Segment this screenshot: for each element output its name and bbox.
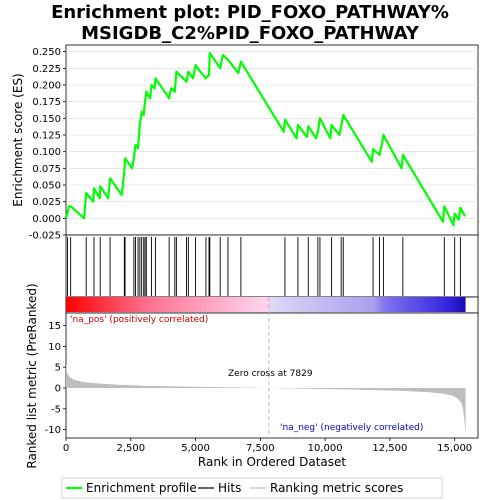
enrichment-profile-line <box>64 51 466 227</box>
metric-x-tick-label: 5,000 <box>181 443 210 454</box>
legend-metric-label: Ranking metric scores <box>270 481 403 495</box>
metric-x-tick-label: 15,000 <box>437 443 472 454</box>
metric-y-tick-label: 15 <box>48 321 61 332</box>
es-plot-frame <box>65 44 479 236</box>
rank-color-band <box>65 296 479 314</box>
metric-plot-frame <box>65 312 479 439</box>
zero-cross-label: Zero cross at 7829 <box>228 369 313 379</box>
metric-x-tick-label: 0 <box>63 443 69 454</box>
es-y-tick-label: 0.150 <box>32 114 61 125</box>
hits-frame <box>65 234 479 298</box>
metric-y-ticks: 15 10 5 0 -5 -10 <box>45 321 66 436</box>
es-y-tick-label: 0.250 <box>32 47 61 58</box>
es-y-tick-label: 0.075 <box>32 164 61 175</box>
hits-panel <box>65 234 479 298</box>
metric-x-tick-label: 2,500 <box>116 443 145 454</box>
metric-x-tick-label: 7,500 <box>246 443 275 454</box>
es-y-axis-label: Enrichment score (ES) <box>11 73 25 206</box>
es-panel: -0.025 0.000 0.025 0.050 0.075 0.100 0.125 0.15… <box>11 44 479 242</box>
metric-y-tick-label: 5 <box>55 363 61 374</box>
band-gradient <box>66 297 466 312</box>
hit-marks <box>67 237 461 296</box>
es-y-tick-label: 0.050 <box>32 181 61 192</box>
metric-x-axis-label: Rank in Ordered Dataset <box>198 455 346 469</box>
metric-y-tick-label: 10 <box>48 342 61 353</box>
metric-x-ticks: 0 2,500 5,000 7,500 10,000 12,500 15,000 <box>63 438 472 454</box>
es-y-tick-label: 0.025 <box>32 197 61 208</box>
legend: Enrichment profile Hits Ranking metric s… <box>61 477 443 499</box>
metric-x-tick-label: 10,000 <box>308 443 343 454</box>
es-y-tick-label: 0.100 <box>32 147 61 158</box>
pos-correlated-label: 'na_pos' (positively correlated) <box>70 315 208 325</box>
es-y-ticks: -0.025 0.000 0.025 0.050 0.075 0.100 0.125 0.15… <box>29 47 66 242</box>
metric-y-axis-label: Ranked list metric (PreRanked) <box>25 283 39 468</box>
neg-correlated-label: 'na_neg' (negatively correlated) <box>280 423 423 433</box>
title-line-1: Enrichment plot: PID_FOXO_PATHWAY% <box>51 2 449 23</box>
legend-hits-label: Hits <box>218 481 241 495</box>
title-line-2: MSIGDB_C2%PID_FOXO_PATHWAY <box>81 23 420 44</box>
metric-y-tick-label: -10 <box>45 425 61 436</box>
es-y-tick-label: -0.025 <box>29 231 61 242</box>
legend-enrichment-label: Enrichment profile <box>86 481 197 495</box>
es-y-tick-label: 0.125 <box>32 131 61 142</box>
es-y-tick-label: 0.175 <box>32 97 61 108</box>
metric-y-tick-label: -5 <box>51 404 61 415</box>
metric-panel: 15 10 5 0 -5 -10 0 2,500 5,000 7,500 10,000 12,500… <box>25 283 479 469</box>
es-y-tick-label: 0.225 <box>32 64 61 75</box>
es-y-tick-label: 0.200 <box>32 81 61 92</box>
es-y-tick-label: 0.000 <box>32 214 61 225</box>
metric-x-tick-label: 12,500 <box>372 443 407 454</box>
metric-y-tick-label: 0 <box>55 384 61 395</box>
